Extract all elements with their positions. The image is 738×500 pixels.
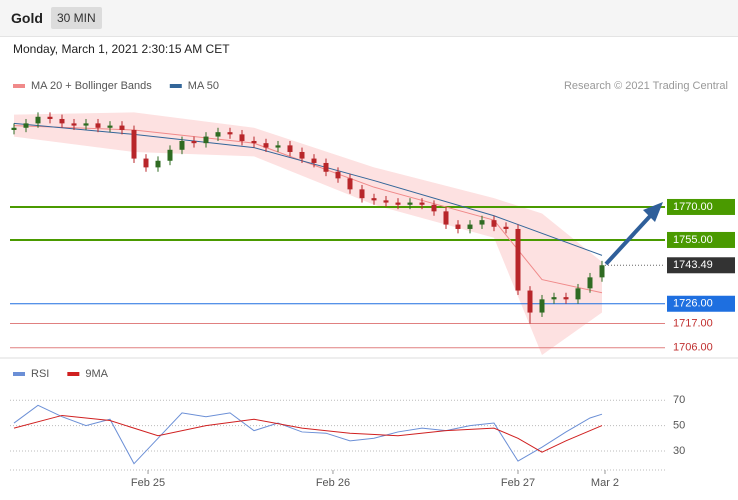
candle-body <box>503 226 509 229</box>
level-tag <box>667 231 735 248</box>
candle-body <box>539 299 545 313</box>
legend-swatch <box>13 372 25 376</box>
candle-body <box>155 160 161 168</box>
candle-body <box>143 158 149 168</box>
candle-body <box>167 149 173 161</box>
y-tick-label: 50 <box>673 420 685 432</box>
level-tag <box>667 198 735 215</box>
candle-body <box>83 123 89 126</box>
candle-body <box>599 265 605 278</box>
candle-body <box>443 211 449 225</box>
candle-body <box>527 290 533 313</box>
candle-body <box>371 198 377 201</box>
level-label: 1717.00 <box>673 317 713 329</box>
candle-body <box>395 202 401 205</box>
candle-body <box>59 118 65 124</box>
candle-body <box>131 129 137 159</box>
candle-body <box>551 297 557 300</box>
candle-body <box>431 204 437 212</box>
level-tag <box>667 257 735 274</box>
candle-body <box>107 125 113 128</box>
candle-body <box>95 123 101 128</box>
candle-body <box>227 132 233 135</box>
candle-body <box>563 297 569 300</box>
header-bar: Gold 30 MIN <box>0 0 738 37</box>
candle-body <box>419 202 425 205</box>
y-tick-label: 30 <box>673 445 685 457</box>
candle-body <box>575 288 581 300</box>
candle-body <box>119 125 125 130</box>
candle-body <box>47 116 53 119</box>
legend-label: RSI <box>31 368 49 380</box>
candle-body <box>359 189 365 199</box>
candle-body <box>179 140 185 150</box>
interval-button[interactable]: 30 MIN <box>51 7 102 29</box>
candle-body <box>215 132 221 137</box>
level-label: 1743.49 <box>673 259 713 271</box>
level-label: 1770.00 <box>673 201 713 213</box>
candle-body <box>587 277 593 289</box>
level-tag <box>667 295 735 312</box>
bollinger-band <box>13 112 602 356</box>
arrow-head <box>643 202 663 222</box>
candle-body <box>203 136 209 144</box>
x-tick-label: Feb 25 <box>131 477 165 489</box>
datetime: Monday, March 1, 2021 2:30:15 AM CET <box>13 42 230 56</box>
candle-body <box>299 151 305 159</box>
legend-label: MA 20 + Bollinger Bands <box>31 80 152 92</box>
candle-body <box>479 220 485 225</box>
candle-body <box>383 200 389 203</box>
candle-body <box>275 145 281 148</box>
candle-body <box>71 123 77 126</box>
candle-body <box>287 145 293 152</box>
candle-body <box>191 140 197 144</box>
x-tick-label: Feb 27 <box>501 477 535 489</box>
level-label: 1755.00 <box>673 234 713 246</box>
candle-body <box>251 140 257 144</box>
candle-body <box>263 143 269 148</box>
target-arrow <box>604 212 654 266</box>
candle-body <box>467 224 473 229</box>
legend-swatch <box>13 84 25 88</box>
y-tick-label: 70 <box>673 394 685 406</box>
candle-body <box>335 171 341 179</box>
candle-body <box>23 123 29 128</box>
candle-body <box>323 162 329 172</box>
candle-body <box>239 134 245 141</box>
level-label: 1726.00 <box>673 298 713 310</box>
candle-body <box>311 158 317 163</box>
candle-body <box>407 202 413 205</box>
x-tick-label: Feb 26 <box>316 477 350 489</box>
legend-swatch <box>169 84 182 88</box>
candle-body <box>347 178 353 190</box>
line <box>13 404 603 465</box>
candle-body <box>491 220 497 227</box>
line <box>13 414 603 453</box>
candle-body <box>515 228 521 291</box>
title: Gold <box>11 10 43 26</box>
legend-swatch <box>67 372 80 376</box>
level-label: 1706.00 <box>673 342 713 354</box>
candle-body <box>35 116 41 124</box>
candle-body <box>455 224 461 229</box>
credit: Research © 2021 Trading Central <box>564 80 728 92</box>
x-tick-label: Mar 2 <box>591 477 619 489</box>
legend-label: 9MA <box>85 368 108 380</box>
legend-label: MA 50 <box>188 80 219 92</box>
candle-body <box>11 127 17 130</box>
